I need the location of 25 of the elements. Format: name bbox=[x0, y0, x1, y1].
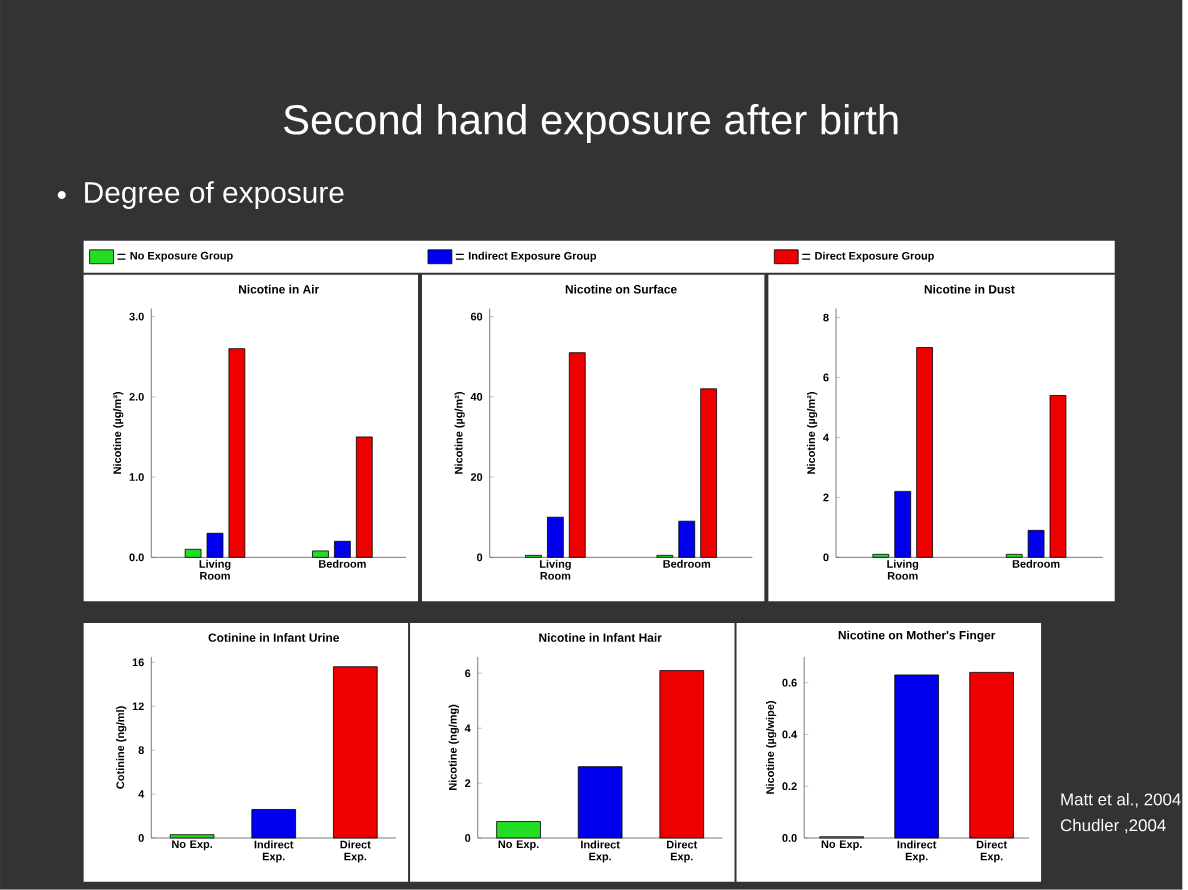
text: Matt et al., 2004 bbox=[1061, 793, 1181, 808]
bar bbox=[894, 674, 939, 839]
bar bbox=[312, 550, 329, 558]
bar bbox=[568, 352, 586, 558]
bar bbox=[659, 670, 705, 839]
text: Degree of exposure bbox=[85, 181, 344, 210]
bar bbox=[333, 666, 378, 839]
bar bbox=[496, 821, 541, 839]
bar bbox=[334, 541, 351, 558]
bar bbox=[700, 388, 717, 558]
bar bbox=[1027, 530, 1045, 558]
bar bbox=[206, 532, 224, 558]
bar bbox=[916, 347, 933, 558]
bar bbox=[969, 672, 1014, 839]
bar bbox=[1049, 395, 1067, 558]
bar bbox=[228, 348, 246, 558]
bar bbox=[577, 766, 623, 839]
bar bbox=[251, 809, 297, 839]
text: Chudler ,2004 bbox=[1060, 818, 1166, 834]
bar bbox=[547, 516, 564, 558]
bar bbox=[355, 436, 373, 558]
bar bbox=[678, 520, 696, 558]
text: Second hand exposure after birth bbox=[284, 104, 898, 144]
bar bbox=[894, 491, 912, 558]
bar bbox=[184, 549, 202, 558]
